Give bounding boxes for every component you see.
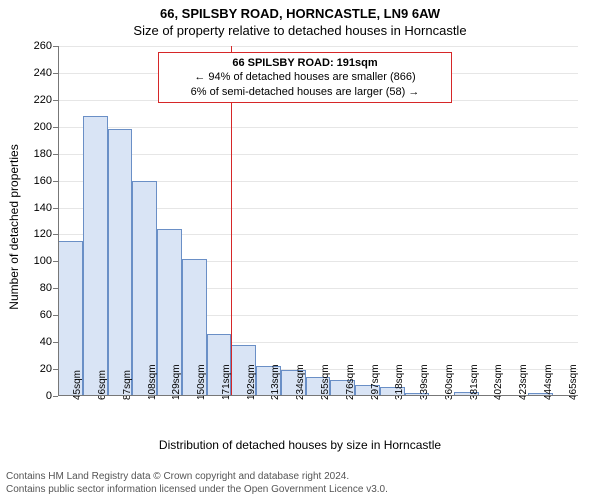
ytick-label: 0 [46, 390, 52, 402]
annotation-line-smaller: ← 94% of detached houses are smaller (86… [165, 70, 445, 84]
ytick-label: 100 [34, 255, 52, 267]
ytick-label: 80 [40, 282, 52, 294]
histogram-bar [83, 116, 108, 396]
annotation-title: 66 SPILSBY ROAD: 191sqm [165, 56, 445, 70]
ytick-label: 140 [34, 202, 52, 214]
y-axis [58, 46, 59, 396]
page-title: 66, SPILSBY ROAD, HORNCASTLE, LN9 6AW [0, 0, 600, 21]
x-axis-label: Distribution of detached houses by size … [0, 438, 600, 452]
ytick-label: 120 [34, 228, 52, 240]
ytick-label: 240 [34, 67, 52, 79]
histogram-bar [108, 129, 133, 396]
gridline [58, 154, 578, 155]
gridline [58, 127, 578, 128]
histogram-chart: 02040608010012014016018020022024026045sq… [58, 46, 578, 396]
annotation-line-larger: 6% of semi-detached houses are larger (5… [165, 85, 445, 99]
gridline [58, 46, 578, 47]
ytick-label: 260 [34, 40, 52, 52]
ytick-label: 220 [34, 94, 52, 106]
footer-attribution: Contains HM Land Registry data © Crown c… [6, 470, 388, 496]
ytick-label: 20 [40, 363, 52, 375]
footer-line-1: Contains HM Land Registry data © Crown c… [6, 470, 388, 483]
ytick-label: 180 [34, 148, 52, 160]
page-subtitle: Size of property relative to detached ho… [0, 21, 600, 38]
ytick-label: 200 [34, 121, 52, 133]
ytick-mark [53, 396, 58, 397]
footer-line-2: Contains public sector information licen… [6, 483, 388, 496]
ytick-label: 60 [40, 309, 52, 321]
annotation-box: 66 SPILSBY ROAD: 191sqm ← 94% of detache… [158, 52, 452, 103]
x-axis [58, 395, 578, 396]
ytick-label: 40 [40, 336, 52, 348]
y-axis-label: Number of detached properties [7, 144, 21, 309]
ytick-label: 160 [34, 175, 52, 187]
